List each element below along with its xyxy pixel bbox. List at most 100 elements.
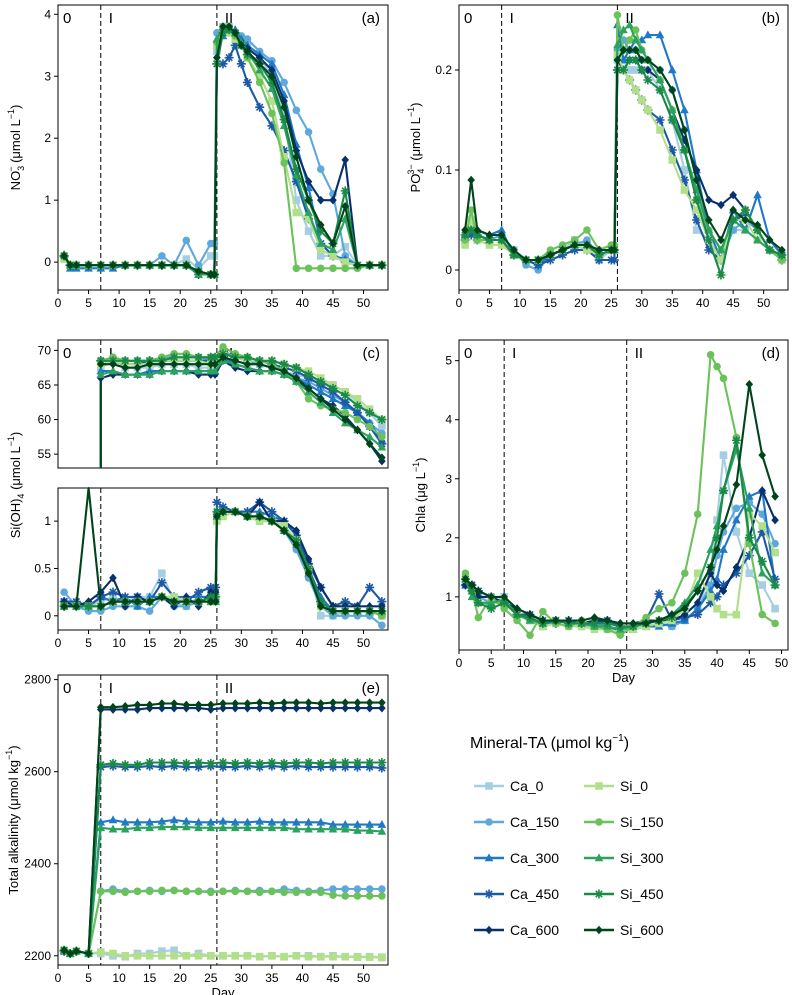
point-d-Ca_450 xyxy=(757,527,767,537)
point-e-Ca_600 xyxy=(353,703,362,713)
point-a-Ca_0 xyxy=(341,242,350,251)
point-e-Si_300 xyxy=(304,824,313,833)
point-e-Si_0 xyxy=(206,951,215,960)
point-b-Si_450 xyxy=(631,55,641,65)
point-e-Ca_300 xyxy=(133,817,142,826)
point-e-Ca_600 xyxy=(280,703,288,713)
plot-frame-b xyxy=(458,4,789,291)
plot-frame-c-upper xyxy=(57,339,389,469)
y-tick-label-d: 3 xyxy=(445,472,452,486)
point-e-Ca_450 xyxy=(328,762,338,772)
point-e-Si_0 xyxy=(243,951,252,960)
point-d-Si_150 xyxy=(539,607,547,616)
point-c-lower-Si_600 xyxy=(243,512,252,521)
point-c-upper-Si_600 xyxy=(280,366,288,376)
point-e-Si_600 xyxy=(292,698,301,707)
point-c-upper-Ca_300 xyxy=(328,394,338,403)
point-b-Si_600 xyxy=(485,230,494,240)
point-e-Ca_300 xyxy=(267,817,277,826)
point-a-Ca_450 xyxy=(255,102,265,112)
point-c-upper-Si_600 xyxy=(341,415,350,424)
point-b-Ca_450 xyxy=(466,230,476,240)
point-d-Ca_0 xyxy=(732,528,741,536)
point-a-Si_300 xyxy=(255,65,264,74)
point-e-Si_0 xyxy=(316,952,325,961)
point-e-Si_300 xyxy=(206,823,216,832)
point-c-upper-Si_0 xyxy=(353,395,362,403)
point-c-upper-Si_600 xyxy=(96,359,105,369)
point-c-lower-Ca_450 xyxy=(108,587,118,597)
y-axis-label-e: Total alkalinity (μmol kg−1) xyxy=(4,745,21,894)
point-e-Si_600 xyxy=(133,700,142,710)
y-tick-label-b: 0.2 xyxy=(435,63,452,77)
point-c-upper-Si_450 xyxy=(181,352,191,362)
point-d-Si_600 xyxy=(732,480,741,489)
point-e-Si_450 xyxy=(181,758,191,768)
point-e-Si_150 xyxy=(243,887,252,896)
point-d-Ca_450 xyxy=(718,580,728,590)
point-e-Si_450 xyxy=(206,758,216,768)
point-e-Ca_300 xyxy=(365,820,374,828)
point-c-lower-Ca_600 xyxy=(255,497,264,507)
point-d-Si_600 xyxy=(745,379,754,389)
line-c-upper-Si_300 xyxy=(100,359,383,449)
legend-swatch-marker-Ca_0 xyxy=(485,782,493,790)
point-d-Si_600 xyxy=(719,521,728,531)
point-d-Si_600 xyxy=(526,610,534,619)
point-d-Si_150 xyxy=(680,569,689,578)
point-b-Si_450 xyxy=(692,195,702,205)
x-tick-label-e: 0 xyxy=(55,971,62,985)
point-b-Si_600 xyxy=(717,235,725,245)
point-e-Si_600 xyxy=(280,698,288,707)
series-b-Si_600 xyxy=(461,45,786,265)
point-e-Ca_300 xyxy=(108,815,118,824)
point-e-Si_0 xyxy=(194,951,203,960)
point-d-Ca_150 xyxy=(771,539,779,548)
point-e-Si_300 xyxy=(365,825,374,834)
point-b-Ca_300 xyxy=(667,65,677,74)
point-d-Si_150 xyxy=(461,569,470,578)
point-b-Ca_600 xyxy=(717,200,725,210)
point-c-lower-Ca_300 xyxy=(255,507,264,515)
point-a-Si_0 xyxy=(304,214,313,223)
point-c-upper-Si_150 xyxy=(341,408,350,417)
y-tick-label-b: 0.1 xyxy=(435,163,452,177)
point-c-upper-Si_450 xyxy=(328,383,338,393)
point-a-Ca_600 xyxy=(268,65,276,75)
series-d-Si_150 xyxy=(461,350,779,640)
point-e-Si_450 xyxy=(255,758,265,768)
x-tick-label-a: 45 xyxy=(326,296,340,310)
point-e-Si_150 xyxy=(133,887,142,896)
point-c-upper-Si_600 xyxy=(365,439,374,449)
legend-entry-Ca_300: Ca_300 xyxy=(474,850,559,866)
point-b-Si_150 xyxy=(631,26,640,34)
point-d-Si_450 xyxy=(718,486,728,496)
point-c-lower-Ca_450 xyxy=(157,578,167,588)
point-a-Si_600 xyxy=(145,260,154,270)
point-c-upper-Si_300 xyxy=(157,366,167,375)
point-c-lower-Si_600 xyxy=(158,592,166,602)
point-e-Si_450 xyxy=(352,757,362,767)
point-c-lower-Si_450 xyxy=(206,592,216,602)
point-d-Si_0 xyxy=(693,569,702,578)
series-d-Si_600 xyxy=(461,379,779,628)
phase-label-e: II xyxy=(225,680,233,697)
point-c-lower-Ca_0 xyxy=(316,612,325,620)
point-e-Ca_450 xyxy=(304,762,314,772)
y-tick-label-c-lower: 0 xyxy=(44,609,51,623)
legend-swatch-marker-Ca_600 xyxy=(485,925,493,935)
x-tick-label-b: 0 xyxy=(456,296,463,310)
y-tick-label-a: 2 xyxy=(44,131,51,145)
point-c-upper-Si_600 xyxy=(211,359,219,369)
x-tick-label-c: 0 xyxy=(55,636,62,650)
legend-swatch-marker-Si_150 xyxy=(595,818,603,826)
x-tick-label-a: 40 xyxy=(296,296,310,310)
point-d-Si_600 xyxy=(468,580,476,590)
series-c-upper-Si_600 xyxy=(96,352,386,462)
point-c-upper-Si_600 xyxy=(133,363,142,372)
point-b-Ca_600 xyxy=(729,190,737,200)
x-tick-label-c: 5 xyxy=(85,636,92,650)
point-d-Si_450 xyxy=(712,533,722,543)
